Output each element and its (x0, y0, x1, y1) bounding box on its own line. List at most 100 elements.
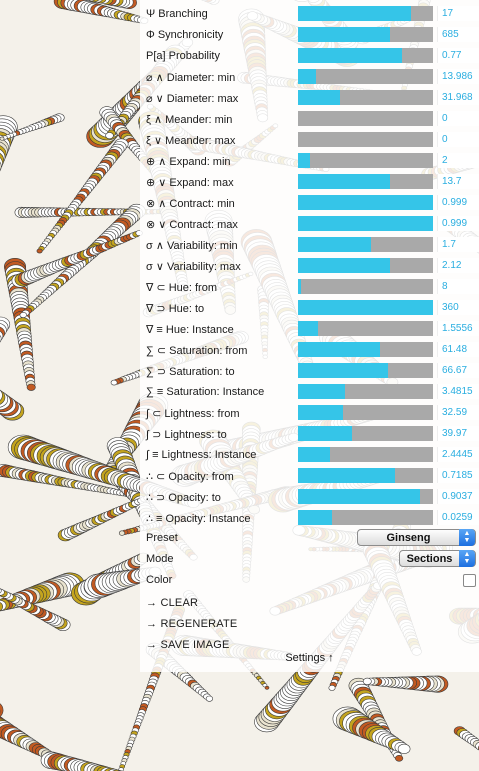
slider-row: Ψ Branching 17 (140, 4, 479, 25)
slider-value-field[interactable]: 0.999 (437, 216, 479, 231)
regenerate-button[interactable]: → REGENERATE (146, 618, 238, 630)
slider-label: σ ∧ Variability: min (146, 240, 238, 252)
select-arrows-icon: ▲ ▼ (459, 550, 475, 567)
slider-track[interactable] (298, 27, 433, 42)
slider-value-field[interactable]: 8 (437, 279, 479, 294)
slider-track[interactable] (298, 195, 433, 210)
slider-value-field[interactable]: 3.4815 (437, 384, 479, 399)
slider-label: ∇ ≡ Hue: Instance (146, 324, 234, 336)
slider-fill (298, 27, 390, 42)
slider-label: ⊕ ∨ Expand: max (146, 177, 234, 189)
slider-value-field[interactable]: 2.12 (437, 258, 479, 273)
slider-value: 1.5556 (442, 323, 473, 334)
slider-track[interactable] (298, 321, 433, 336)
slider-value-field[interactable]: 1.5556 (437, 321, 479, 336)
slider-track[interactable] (298, 510, 433, 525)
color-row: Color (140, 570, 479, 591)
settings-panel: Ψ Branching 17 Φ Synchronicity 685 P[a] Prob… (140, 0, 479, 672)
slider-track[interactable] (298, 447, 433, 462)
preset-select[interactable]: Ginseng ▲ ▼ (357, 529, 476, 546)
slider-value-field[interactable]: 0 (437, 111, 479, 126)
slider-track[interactable] (298, 111, 433, 126)
slider-track[interactable] (298, 384, 433, 399)
slider-value-field[interactable]: 0.999 (437, 195, 479, 210)
slider-track[interactable] (298, 468, 433, 483)
slider-track[interactable] (298, 342, 433, 357)
slider-fill (298, 468, 396, 483)
slider-value-field[interactable]: 360 (437, 300, 479, 315)
slider-value-field[interactable]: 2 (437, 153, 479, 168)
slider-track[interactable] (298, 426, 433, 441)
slider-value-field[interactable]: 13.7 (437, 174, 479, 189)
slider-label: ⊗ ∧ Contract: min (146, 198, 235, 210)
slider-label: ∑ ⊂ Saturation: from (146, 345, 248, 357)
slider-track[interactable] (298, 90, 433, 105)
slider-fill (298, 405, 343, 420)
slider-track[interactable] (298, 48, 433, 63)
slider-value-field[interactable]: 0.7185 (437, 468, 479, 483)
slider-track[interactable] (298, 258, 433, 273)
slider-fill (298, 426, 352, 441)
slider-value-field[interactable]: 685 (437, 27, 479, 42)
slider-value-field[interactable]: 31.968 (437, 90, 479, 105)
slider-track[interactable] (298, 300, 433, 315)
slider-track[interactable] (298, 216, 433, 231)
mode-select-value: Sections (406, 553, 453, 565)
select-arrows-icon: ▲ ▼ (459, 529, 475, 546)
petal-shape (395, 754, 404, 762)
slider-value-field[interactable]: 0.0259 (437, 510, 479, 525)
slider-row: ∇ ⊃ Hue: to 360 (140, 298, 479, 319)
save-image-button[interactable]: → SAVE IMAGE (146, 639, 230, 651)
slider-track[interactable] (298, 237, 433, 252)
slider-value: 0.77 (442, 50, 462, 61)
slider-track[interactable] (298, 405, 433, 420)
slider-row: ξ ∨ Meander: max 0 (140, 130, 479, 151)
slider-value-field[interactable]: 39.97 (437, 426, 479, 441)
settings-toggle[interactable]: Settings ↑ (285, 652, 334, 664)
slider-value-field[interactable]: 2.4445 (437, 447, 479, 462)
slider-fill (298, 258, 390, 273)
slider-value-field[interactable]: 17 (437, 6, 479, 21)
slider-label: Ψ Branching (146, 8, 208, 20)
slider-track[interactable] (298, 153, 433, 168)
slider-row: ∑ ⊂ Saturation: from 61.48 (140, 340, 479, 361)
slider-value: 0.0259 (442, 512, 473, 523)
petal-shape (264, 685, 270, 690)
clear-button[interactable]: → CLEAR (146, 597, 199, 609)
slider-value-field[interactable]: 0.77 (437, 48, 479, 63)
petal-shape (19, 311, 27, 318)
petal-shape (0, 602, 3, 612)
slider-fill (298, 174, 390, 189)
slider-track[interactable] (298, 489, 433, 504)
slider-label: ∑ ≡ Saturation: Instance (146, 386, 265, 398)
slider-row: Φ Synchronicity 685 (140, 25, 479, 46)
color-checkbox[interactable] (463, 574, 476, 587)
slider-value-field[interactable]: 1.7 (437, 237, 479, 252)
slider-track[interactable] (298, 174, 433, 189)
slider-label: ∫ ⊃ Lightness: to (146, 429, 227, 441)
slider-value-field[interactable]: 0 (437, 132, 479, 147)
slider-fill (298, 384, 346, 399)
slider-value: 61.48 (442, 344, 468, 355)
slider-track[interactable] (298, 279, 433, 294)
slider-row: ⊗ ∨ Contract: max 0.999 (140, 214, 479, 235)
mode-select[interactable]: Sections ▲ ▼ (399, 550, 476, 567)
slider-track[interactable] (298, 363, 433, 378)
slider-label: Φ Synchronicity (146, 29, 224, 41)
slider-row: ∇ ⊂ Hue: from 8 (140, 277, 479, 298)
slider-label: ξ ∧ Meander: min (146, 114, 233, 126)
slider-fill (298, 342, 381, 357)
slider-value-field[interactable]: 0.9037 (437, 489, 479, 504)
preset-select-value: Ginseng (386, 532, 431, 544)
slider-value-field[interactable]: 13.986 (437, 69, 479, 84)
slider-row: ⊗ ∧ Contract: min 0.999 (140, 193, 479, 214)
slider-track[interactable] (298, 69, 433, 84)
slider-value-field[interactable]: 66.67 (437, 363, 479, 378)
slider-track[interactable] (298, 132, 433, 147)
petal-shape (328, 685, 336, 691)
slider-value-field[interactable]: 32.59 (437, 405, 479, 420)
mode-label: Mode (146, 553, 174, 565)
slider-value-field[interactable]: 61.48 (437, 342, 479, 357)
slider-track[interactable] (298, 6, 433, 21)
slider-value: 2.4445 (442, 449, 473, 460)
